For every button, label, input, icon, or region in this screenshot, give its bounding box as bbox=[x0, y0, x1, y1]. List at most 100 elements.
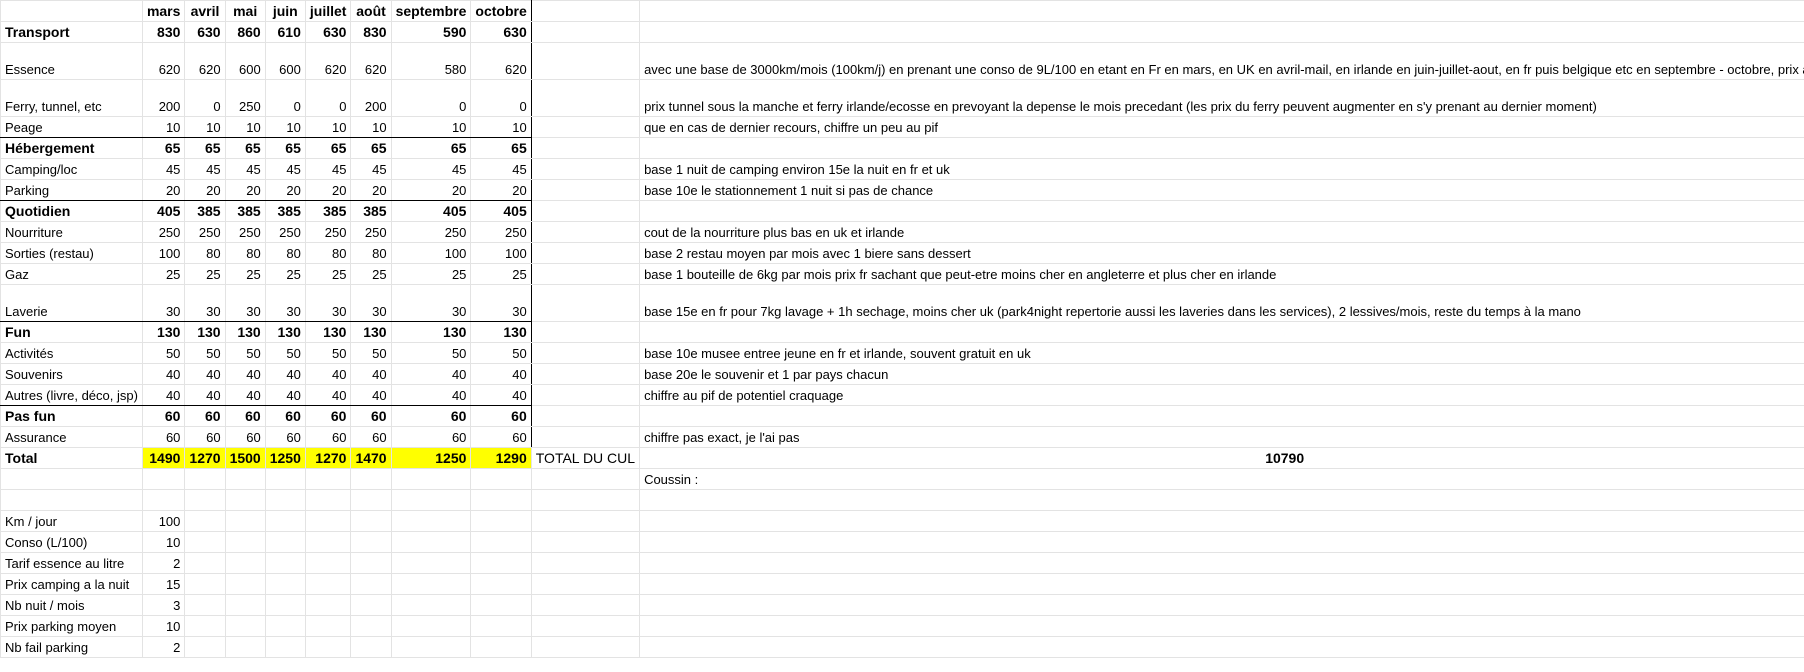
value-cell[interactable]: 385 bbox=[264, 200, 306, 222]
value-cell[interactable]: 130 bbox=[264, 321, 306, 343]
empty-cell[interactable] bbox=[530, 321, 641, 343]
empty-cell[interactable] bbox=[530, 284, 641, 322]
empty-cell[interactable] bbox=[304, 636, 352, 658]
empty-cell[interactable] bbox=[350, 531, 392, 553]
value-cell[interactable]: 50 bbox=[224, 342, 266, 364]
empty-cell[interactable] bbox=[224, 510, 266, 532]
value-cell[interactable]: 1500 bbox=[224, 447, 266, 469]
row-label[interactable]: Camping/loc bbox=[0, 158, 143, 180]
value-cell[interactable]: 65 bbox=[390, 137, 472, 159]
empty-cell[interactable] bbox=[184, 468, 226, 490]
value-cell[interactable]: 250 bbox=[304, 221, 352, 243]
note-cell[interactable]: que en cas de dernier recours, chiffre u… bbox=[639, 116, 1804, 138]
empty-cell[interactable] bbox=[264, 594, 306, 616]
month-header[interactable]: mai bbox=[224, 0, 266, 22]
value-cell[interactable]: 80 bbox=[350, 242, 392, 264]
param-label[interactable]: Tarif essence au litre bbox=[0, 552, 143, 574]
empty-cell[interactable] bbox=[264, 552, 306, 574]
empty-cell[interactable] bbox=[0, 468, 143, 490]
empty-cell[interactable] bbox=[530, 179, 641, 201]
empty-cell[interactable] bbox=[530, 42, 641, 80]
row-label[interactable]: Gaz bbox=[0, 263, 143, 285]
value-cell[interactable]: 40 bbox=[390, 384, 472, 406]
value-cell[interactable]: 65 bbox=[141, 137, 186, 159]
row-label[interactable]: Fun bbox=[0, 321, 143, 343]
value-cell[interactable]: 30 bbox=[264, 284, 306, 322]
empty-cell[interactable] bbox=[184, 573, 226, 595]
value-cell[interactable]: 65 bbox=[264, 137, 306, 159]
month-header[interactable]: septembre bbox=[390, 0, 472, 22]
empty-cell[interactable] bbox=[350, 573, 392, 595]
value-cell[interactable]: 250 bbox=[141, 221, 186, 243]
value-cell[interactable]: 30 bbox=[470, 284, 532, 322]
value-cell[interactable]: 100 bbox=[141, 242, 186, 264]
value-cell[interactable]: 385 bbox=[350, 200, 392, 222]
empty-cell[interactable] bbox=[184, 636, 226, 658]
empty-cell[interactable] bbox=[390, 468, 472, 490]
value-cell[interactable]: 45 bbox=[304, 158, 352, 180]
param-value[interactable]: 100 bbox=[141, 510, 186, 532]
empty-cell[interactable] bbox=[530, 137, 641, 159]
row-label[interactable]: Ferry, tunnel, etc bbox=[0, 79, 143, 117]
empty-cell[interactable] bbox=[390, 573, 472, 595]
value-cell[interactable]: 250 bbox=[470, 221, 532, 243]
empty-cell[interactable] bbox=[530, 21, 641, 43]
value-cell[interactable]: 30 bbox=[390, 284, 472, 322]
value-cell[interactable]: 1470 bbox=[350, 447, 392, 469]
note-cell[interactable]: base 10e musee entree jeune en fr et irl… bbox=[639, 342, 1804, 364]
value-cell[interactable]: 30 bbox=[350, 284, 392, 322]
row-label[interactable]: Souvenirs bbox=[0, 363, 143, 385]
month-header[interactable]: octobre bbox=[470, 0, 532, 22]
row-label[interactable]: Peage bbox=[0, 116, 143, 138]
empty-cell[interactable] bbox=[530, 636, 641, 658]
value-cell[interactable]: 1250 bbox=[264, 447, 306, 469]
value-cell[interactable]: 60 bbox=[141, 405, 186, 427]
empty-cell[interactable] bbox=[350, 552, 392, 574]
empty-cell[interactable] bbox=[304, 468, 352, 490]
row-label[interactable]: Assurance bbox=[0, 426, 143, 448]
value-cell[interactable]: 60 bbox=[264, 405, 306, 427]
value-cell[interactable]: 620 bbox=[304, 42, 352, 80]
value-cell[interactable]: 50 bbox=[350, 342, 392, 364]
value-cell[interactable]: 385 bbox=[184, 200, 226, 222]
empty-cell[interactable] bbox=[530, 263, 641, 285]
value-cell[interactable]: 10 bbox=[304, 116, 352, 138]
value-cell[interactable]: 25 bbox=[224, 263, 266, 285]
value-cell[interactable]: 30 bbox=[184, 284, 226, 322]
value-cell[interactable]: 20 bbox=[350, 179, 392, 201]
param-value[interactable]: 10 bbox=[141, 531, 186, 553]
value-cell[interactable]: 130 bbox=[350, 321, 392, 343]
empty-cell[interactable] bbox=[264, 615, 306, 637]
empty-cell[interactable] bbox=[184, 615, 226, 637]
param-label[interactable]: Conso (L/100) bbox=[0, 531, 143, 553]
value-cell[interactable]: 40 bbox=[470, 384, 532, 406]
value-cell[interactable]: 130 bbox=[141, 321, 186, 343]
value-cell[interactable]: 80 bbox=[184, 242, 226, 264]
empty-cell[interactable] bbox=[304, 594, 352, 616]
empty-cell[interactable] bbox=[350, 489, 392, 511]
value-cell[interactable]: 620 bbox=[350, 42, 392, 80]
value-cell[interactable]: 130 bbox=[184, 321, 226, 343]
empty-cell[interactable] bbox=[224, 468, 266, 490]
value-cell[interactable]: 60 bbox=[264, 426, 306, 448]
value-cell[interactable]: 10 bbox=[470, 116, 532, 138]
value-cell[interactable]: 60 bbox=[470, 405, 532, 427]
note-cell[interactable]: base 1 bouteille de 6kg par mois prix fr… bbox=[639, 263, 1804, 285]
empty-cell[interactable] bbox=[224, 552, 266, 574]
empty-cell[interactable] bbox=[390, 489, 472, 511]
value-cell[interactable]: 40 bbox=[350, 363, 392, 385]
value-cell[interactable]: 20 bbox=[390, 179, 472, 201]
value-cell[interactable]: 0 bbox=[304, 79, 352, 117]
row-label[interactable]: Essence bbox=[0, 42, 143, 80]
value-cell[interactable]: 1290 bbox=[470, 447, 532, 469]
empty-cell[interactable] bbox=[470, 510, 532, 532]
value-cell[interactable]: 0 bbox=[264, 79, 306, 117]
value-cell[interactable]: 20 bbox=[224, 179, 266, 201]
value-cell[interactable]: 0 bbox=[390, 79, 472, 117]
value-cell[interactable]: 60 bbox=[304, 426, 352, 448]
empty-cell[interactable] bbox=[530, 363, 641, 385]
note-cell[interactable] bbox=[639, 405, 1804, 427]
row-label[interactable]: Parking bbox=[0, 179, 143, 201]
value-cell[interactable]: 590 bbox=[390, 21, 472, 43]
month-header[interactable]: avril bbox=[184, 0, 226, 22]
